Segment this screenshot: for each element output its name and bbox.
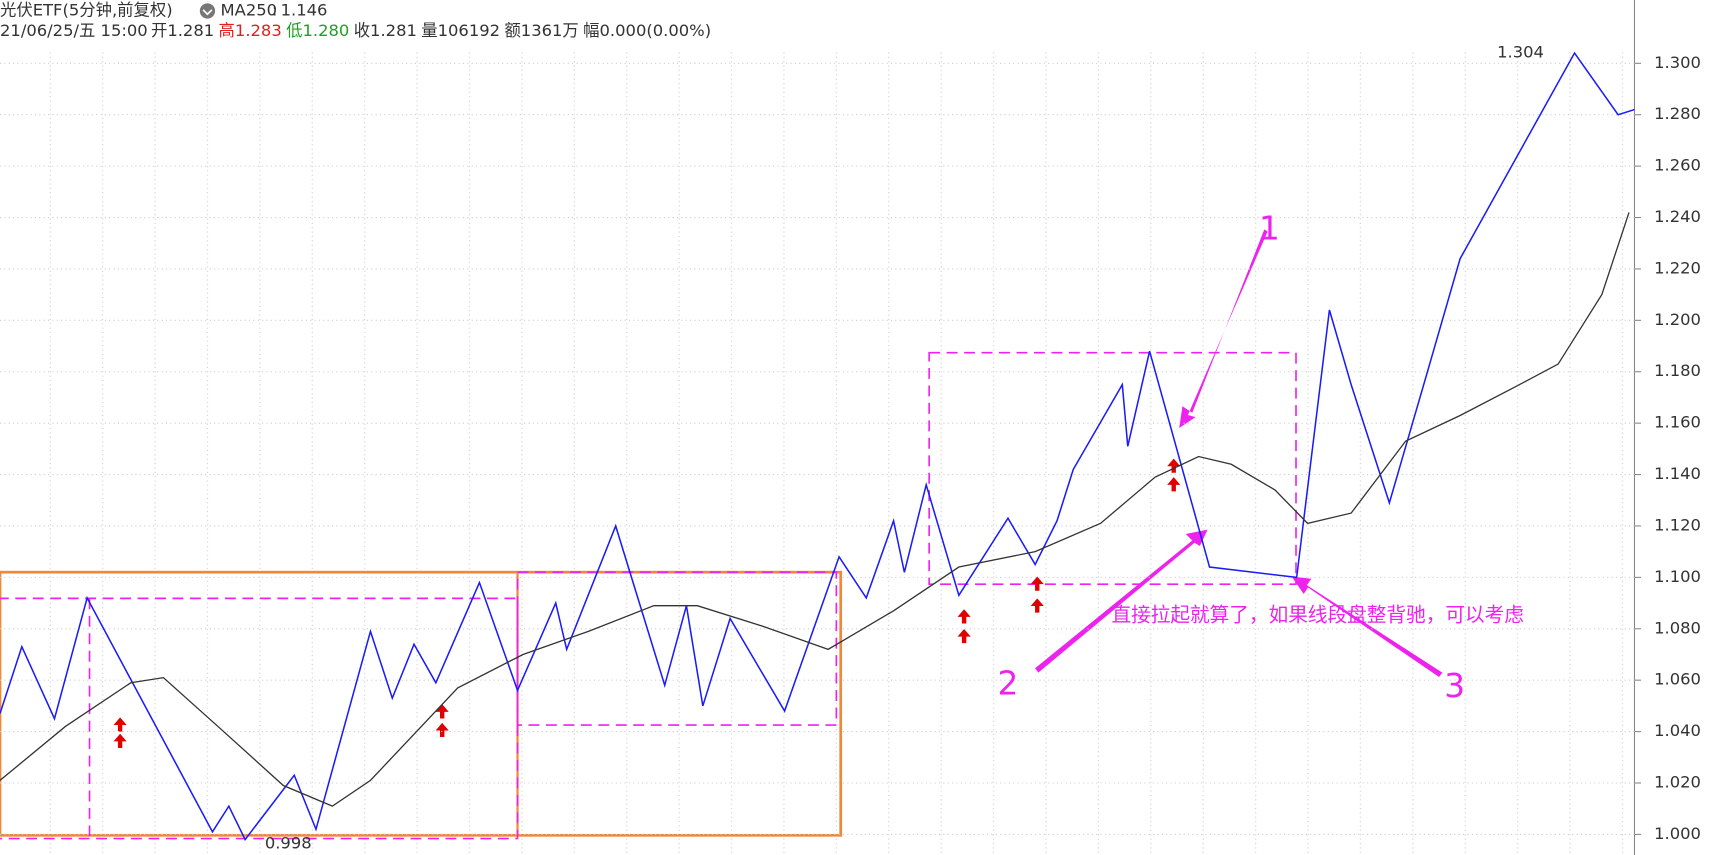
y-tick-label: 1.100 — [1654, 567, 1701, 586]
info-field: 21/06/25/五 15:00 — [0, 21, 148, 40]
annotation: 直接拉起就算了，如果线段盘整背驰，可以考虑 — [1111, 603, 1523, 626]
ma-name: MA250 — [221, 0, 278, 19]
zigzag-line — [0, 51, 1635, 842]
info-field: 量106192 — [421, 21, 500, 40]
ma-legend: MA250 : 1.146 — [199, 0, 328, 19]
y-tick-label: 1.020 — [1654, 772, 1701, 791]
y-tick-label: 1.300 — [1654, 53, 1701, 72]
ma-value: 1.146 — [281, 0, 328, 19]
y-tick-label: 1.180 — [1654, 361, 1701, 380]
annotation: 0.998 — [265, 833, 312, 852]
info-field: 低1.280 — [286, 21, 349, 40]
vertical-grid — [0, 49, 1635, 855]
y-tick-label: 1.040 — [1654, 721, 1701, 740]
ma-line — [0, 212, 1630, 807]
y-tick-label: 1.140 — [1654, 464, 1701, 483]
ma-sep: : — [272, 0, 278, 19]
y-tick-label: 1.000 — [1654, 824, 1701, 843]
annotation: 1 — [1259, 209, 1280, 247]
y-tick-label: 1.120 — [1654, 515, 1701, 534]
info-field: 开1.281 — [151, 21, 214, 40]
annotation: 2 — [998, 664, 1019, 702]
annotation: 3 — [1444, 667, 1465, 705]
y-tick-label: 1.200 — [1654, 310, 1701, 329]
y-tick-label: 1.220 — [1654, 258, 1701, 277]
info-field: 高1.283 — [219, 21, 282, 40]
y-tick-label: 1.260 — [1654, 156, 1701, 175]
chart-title: 光伏ETF(5分钟,前复权) — [0, 0, 173, 19]
y-tick-label: 1.160 — [1654, 413, 1701, 432]
info-field: 收1.281 — [354, 21, 417, 40]
arrows — [113, 229, 1443, 748]
y-tick-label: 1.240 — [1654, 207, 1701, 226]
y-tick-label: 1.280 — [1654, 104, 1701, 123]
info-field: 额1361万 — [504, 21, 578, 40]
y-tick-label: 1.060 — [1654, 670, 1701, 689]
annotation: 1.304 — [1497, 43, 1544, 62]
info-field: 幅0.000(0.00%) — [583, 21, 711, 40]
y-tick-label: 1.080 — [1654, 618, 1701, 637]
boxes — [0, 351, 1297, 840]
